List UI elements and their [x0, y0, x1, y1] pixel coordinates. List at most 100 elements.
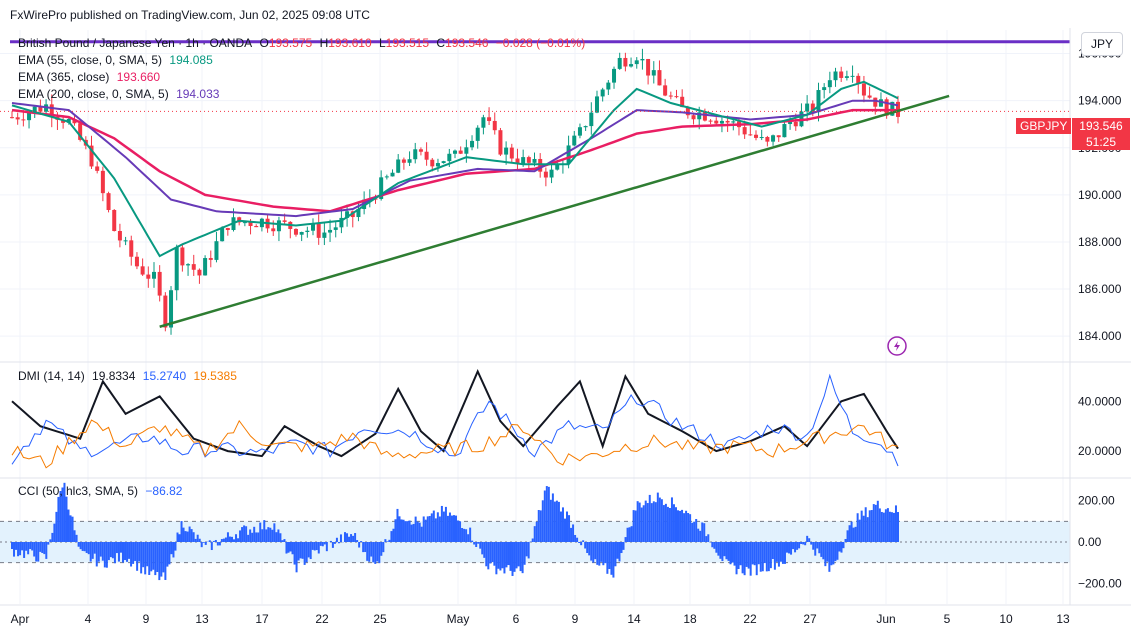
- candle-body: [532, 158, 537, 163]
- candle-body: [453, 150, 457, 154]
- candle-body: [657, 70, 662, 86]
- candle-body: [390, 172, 395, 177]
- candle-body: [430, 159, 435, 167]
- candle-body: [572, 135, 577, 146]
- ema55-line: [11, 80, 899, 258]
- candle-body: [719, 120, 724, 124]
- trendline[interactable]: [159, 94, 950, 328]
- candle-body: [470, 140, 475, 148]
- ema55-value: 194.085: [169, 53, 213, 67]
- candle-body: [379, 177, 384, 199]
- publisher-line: FxWirePro published on TradingView.com, …: [10, 8, 370, 22]
- dmi-adx-line: [11, 369, 899, 458]
- candle-body: [203, 258, 208, 276]
- time-tick-label: 25: [373, 612, 387, 626]
- candle-body: [816, 90, 821, 113]
- candle-body: [32, 106, 37, 113]
- candle-body: [589, 112, 594, 127]
- price-tick-label: 194.000: [1078, 94, 1122, 108]
- candle-body: [112, 209, 117, 231]
- low-value: 193.515: [385, 36, 430, 50]
- high-value: 193.610: [328, 36, 372, 50]
- time-axis: Apr 4 9 13 17 22 25 May 6 9 14 18 22 27 Jun 5 10 13: [11, 612, 1070, 626]
- candle-body: [759, 137, 764, 139]
- candle-body: [339, 217, 344, 228]
- time-tick-label: 18: [683, 612, 697, 626]
- candle-body: [810, 103, 815, 113]
- candle-body: [839, 71, 844, 78]
- candle-body: [345, 211, 350, 218]
- candle-body: [776, 135, 781, 138]
- candle-body: [526, 157, 531, 163]
- ema55-legend: EMA (55, close, 0, SMA, 5) 194.085: [18, 53, 217, 67]
- candle-body: [106, 193, 111, 210]
- candle-body: [458, 150, 463, 154]
- time-tick-label: 22: [315, 612, 329, 626]
- candle-body: [117, 230, 122, 241]
- candle-body: [521, 157, 526, 164]
- open-value: 193.575: [268, 36, 313, 50]
- candle-body: [771, 135, 776, 142]
- candle-body: [856, 75, 861, 84]
- candle-body: [328, 229, 333, 233]
- currency-button[interactable]: JPY: [1081, 32, 1123, 56]
- time-tick-label: 22: [743, 612, 757, 626]
- candle-body: [850, 75, 855, 77]
- candle-body: [225, 228, 230, 231]
- candle-body: [663, 85, 668, 96]
- candle-body: [629, 64, 634, 67]
- candle-body: [583, 126, 588, 128]
- candle-body: [646, 58, 651, 76]
- ema365-value: 193.660: [116, 70, 161, 84]
- lightning-icon[interactable]: [887, 336, 907, 356]
- candle-body: [612, 68, 617, 83]
- candle-body: [566, 145, 571, 164]
- bar-countdown: 51:25: [1072, 134, 1130, 150]
- cci-legend: CCI (50, hlc3, SMA, 5) −86.82: [18, 484, 186, 498]
- candle-body: [805, 103, 810, 112]
- candle-body: [697, 112, 702, 120]
- price-pane: 196.000194.000192.000190.000188.000186.0…: [0, 30, 1122, 604]
- candle-body: [151, 271, 156, 279]
- candle-body: [174, 247, 179, 291]
- candle-body: [691, 115, 696, 120]
- candle-body: [674, 96, 679, 98]
- candle-body: [680, 96, 685, 108]
- candle-body: [299, 231, 304, 235]
- candle-body: [15, 117, 20, 120]
- candle-body: [311, 223, 316, 231]
- candle-body: [833, 71, 838, 81]
- candle-body: [100, 170, 105, 194]
- dmi-pane: 40.0000 20.0000: [11, 369, 1122, 469]
- price-tick-label: 184.000: [1078, 329, 1122, 343]
- time-tick-label: May: [447, 612, 470, 626]
- candle-body: [396, 159, 401, 173]
- candle-body: [282, 220, 287, 222]
- candle-body: [254, 225, 259, 228]
- candle-body: [498, 130, 503, 155]
- ema55-label: EMA (55, close, 0, SMA, 5): [18, 53, 163, 67]
- time-tick-label: 9: [572, 612, 579, 626]
- candle-body: [49, 104, 54, 117]
- candle-body: [867, 95, 872, 98]
- symbol-price-tag: GBPJPY: [1016, 118, 1072, 134]
- candle-body: [731, 121, 736, 123]
- candle-body: [401, 159, 406, 163]
- candle-body: [606, 82, 611, 90]
- candle-body: [21, 119, 26, 121]
- candle-body: [861, 83, 866, 96]
- candle-body: [186, 264, 191, 266]
- time-tick-label: 10: [999, 612, 1013, 626]
- candle-body: [878, 99, 883, 107]
- candle-body: [248, 222, 253, 226]
- last-price-tag: 193.546: [1072, 118, 1130, 134]
- time-tick-label: 4: [85, 612, 92, 626]
- ema200-line: [11, 99, 899, 218]
- ema200-value: 194.033: [176, 87, 220, 101]
- candle-body: [765, 137, 770, 142]
- candle-body: [651, 70, 656, 76]
- price-tick-label: 186.000: [1078, 282, 1122, 296]
- candle-body: [220, 228, 225, 242]
- candle-body: [134, 256, 139, 267]
- candle-body: [333, 227, 338, 230]
